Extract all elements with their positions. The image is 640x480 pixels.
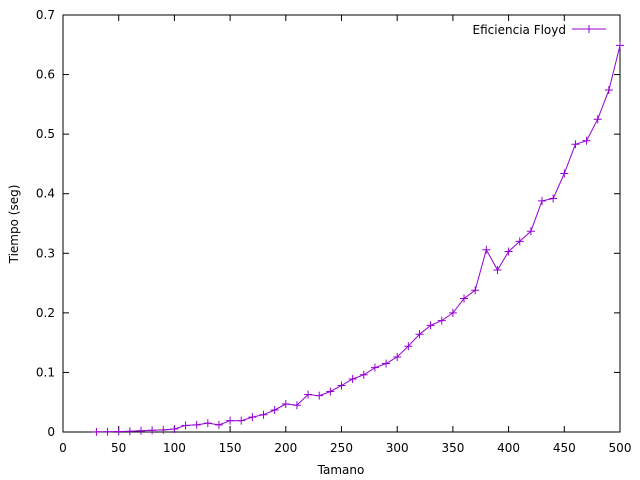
data-point (460, 294, 469, 303)
data-point (604, 86, 613, 95)
x-tick-label: 150 (219, 441, 242, 455)
y-tick-label: 0.2 (36, 306, 55, 320)
data-point (382, 359, 391, 368)
data-point (304, 390, 313, 399)
data-point (248, 413, 257, 422)
legend: Eficiencia Floyd (473, 23, 606, 37)
data-point (504, 247, 513, 256)
y-tick-label: 0.7 (36, 8, 55, 22)
data-point (538, 196, 547, 205)
data-point (203, 419, 212, 428)
data-point (148, 426, 157, 435)
data-point (348, 374, 357, 383)
plot-border (62, 14, 621, 433)
data-point (571, 140, 580, 149)
x-tick-label: 200 (274, 441, 297, 455)
data-point (92, 427, 101, 436)
series-layer (92, 41, 624, 436)
x-tick-label: 450 (553, 441, 576, 455)
x-tick-label: 50 (111, 441, 126, 455)
y-tick-label: 0.3 (36, 246, 55, 260)
y-tick-label: 0.5 (36, 127, 55, 141)
data-point (448, 308, 457, 317)
data-point (582, 136, 591, 145)
series-line (96, 45, 621, 433)
data-point (337, 381, 346, 390)
x-tick-label: 500 (609, 441, 632, 455)
x-axis-label: Tamano (317, 463, 365, 477)
axes (62, 14, 621, 433)
data-point (370, 363, 379, 372)
x-tick-label: 350 (441, 441, 464, 455)
data-point (114, 427, 123, 436)
x-tick-label: 0 (59, 441, 67, 455)
data-point (315, 391, 324, 400)
data-point (437, 316, 446, 325)
data-point (359, 370, 368, 379)
y-axis-label: Tiempo (seg) (7, 185, 21, 265)
data-point (292, 401, 301, 410)
legend-label: Eficiencia Floyd (473, 23, 566, 37)
data-point (326, 387, 335, 396)
data-point (426, 321, 435, 330)
data-point (526, 227, 535, 236)
x-tick-label: 250 (330, 441, 353, 455)
data-point (192, 420, 201, 429)
x-tick-label: 300 (386, 441, 409, 455)
y-tick-label: 0 (47, 425, 55, 439)
data-point (237, 416, 246, 425)
data-point (281, 400, 290, 409)
data-point (549, 194, 558, 203)
data-point (515, 237, 524, 246)
x-tick-label: 400 (497, 441, 520, 455)
legend-marker (585, 25, 593, 33)
data-point (560, 169, 569, 178)
data-point (593, 115, 602, 124)
data-point (226, 416, 235, 425)
y-tick-label: 0.6 (36, 68, 55, 82)
data-point (393, 352, 402, 361)
data-point (170, 425, 179, 434)
data-point (136, 426, 145, 435)
data-point (181, 421, 190, 430)
tick-marks (62, 14, 621, 433)
y-tick-label: 0.1 (36, 365, 55, 379)
data-point (270, 405, 279, 414)
data-point (616, 41, 624, 50)
data-point (415, 330, 424, 339)
data-point (493, 265, 502, 274)
data-point (103, 427, 112, 436)
data-point (482, 245, 491, 254)
y-tick-label: 0.4 (36, 187, 55, 201)
data-point (214, 420, 223, 429)
data-point (159, 425, 168, 434)
data-point (259, 410, 268, 419)
data-point (125, 427, 134, 436)
data-point (471, 286, 480, 295)
data-point (404, 342, 413, 351)
x-tick-label: 100 (163, 441, 186, 455)
